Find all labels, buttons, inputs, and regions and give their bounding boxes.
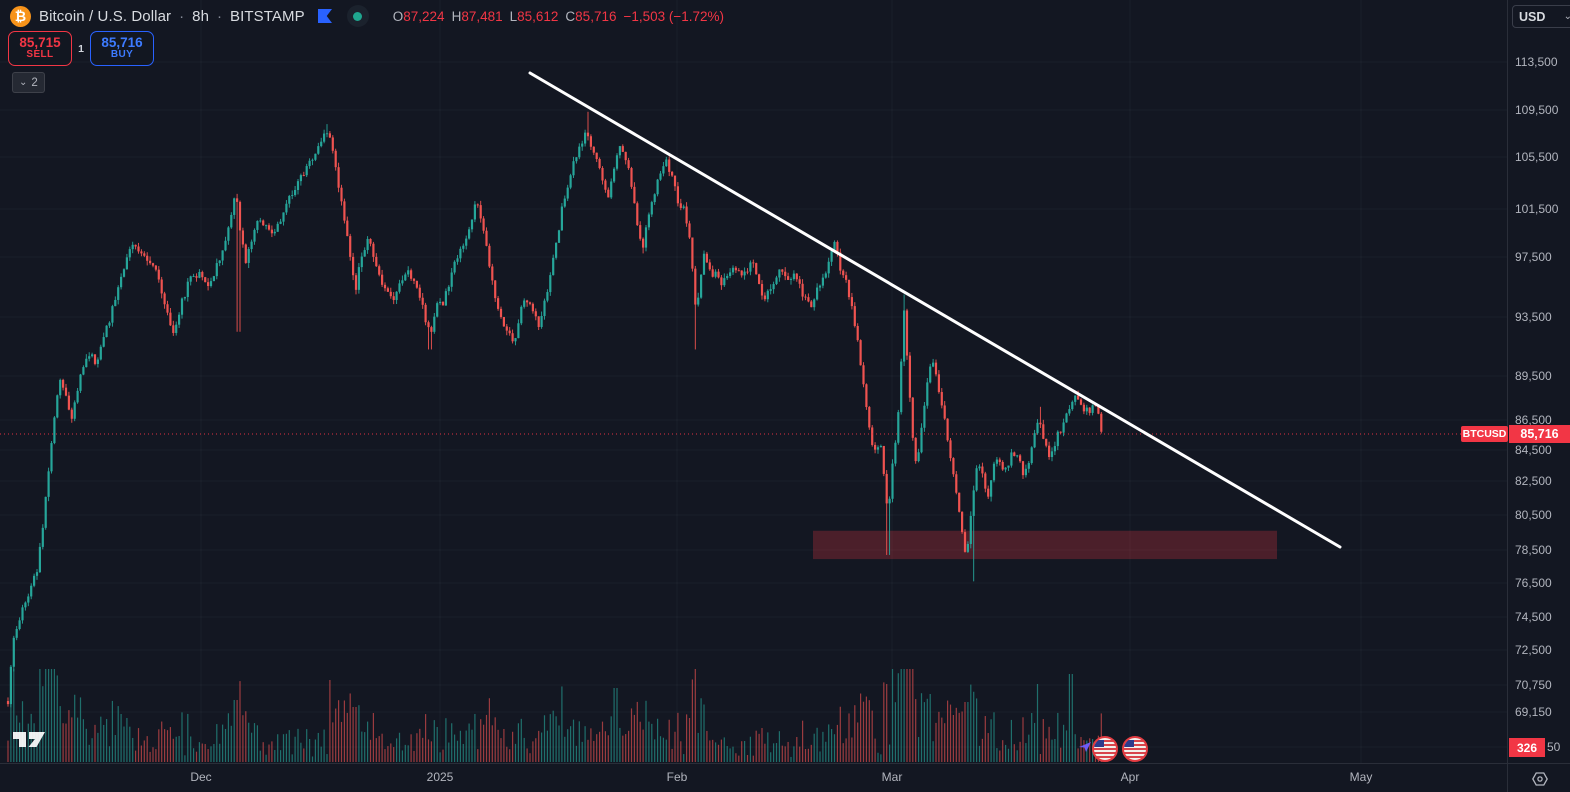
title-separator: · [217, 7, 223, 25]
market-status-icon[interactable] [346, 5, 369, 27]
price-tick-label: 80,500 [1515, 508, 1552, 522]
price-tick-label: 113,500 [1515, 55, 1558, 69]
time-axis-corner [1507, 764, 1570, 792]
time-tick-label: Mar [881, 770, 903, 784]
title-separator: · [179, 7, 185, 25]
candlestick-series [6, 111, 1103, 708]
time-tick-label: Apr [1120, 770, 1140, 784]
cursor-arrow-icon [1079, 742, 1091, 752]
currency-dropdown[interactable]: USD ⌄ [1512, 5, 1570, 28]
price-tick-label: 82,500 [1515, 474, 1552, 488]
volume-series [7, 669, 1102, 762]
symbol-price-tag: BTCUSD [1461, 426, 1508, 442]
high-value: 87,481 [461, 8, 503, 24]
price-tick-label: 105,500 [1515, 150, 1559, 164]
tradingview-logo[interactable] [12, 726, 48, 752]
object-count: 2 [31, 76, 38, 89]
spread-value: 1 [78, 42, 84, 55]
open-value: 87,224 [403, 8, 445, 24]
us-event-flag-icon[interactable] [1092, 736, 1118, 762]
last-price-label: 85,716 [1509, 425, 1570, 443]
price-tick-label: 101,500 [1515, 202, 1559, 216]
descending-trendline[interactable] [528, 71, 1342, 549]
us-event-flag-icon[interactable] [1122, 736, 1148, 762]
time-tick-label: 2025 [426, 770, 454, 784]
support-zone-rectangle[interactable] [813, 530, 1277, 560]
price-tick-label: 97,500 [1515, 250, 1552, 264]
price-tick-label: 109,500 [1515, 103, 1559, 117]
chart-canvas[interactable] [0, 0, 1507, 763]
buy-button[interactable]: 85,716 BUY [90, 31, 154, 66]
price-tick-label: 76,500 [1515, 576, 1552, 590]
price-tick-label: 89,500 [1515, 369, 1552, 383]
time-tick-label: Dec [190, 770, 212, 784]
chevron-down-icon: ⌄ [19, 76, 28, 88]
change-value: −1,503 (−1.72%) [623, 8, 725, 24]
price-tick-label: 78,500 [1515, 543, 1552, 557]
symbol-header: ₿ Bitcoin / U.S. Dollar · 8h · BITSTAMP … [10, 5, 724, 27]
flag-icon[interactable] [317, 8, 333, 24]
grid-lines [0, 0, 1507, 763]
price-tick-label: 86,500 [1515, 413, 1552, 427]
low-value: 85,612 [517, 8, 559, 24]
object-tree-chip[interactable]: ⌄ 2 [12, 72, 45, 93]
exchange-label: BITSTAMP [230, 7, 305, 25]
price-tick-label: 50 [1547, 740, 1561, 754]
ohlc-readout: O87,224 H87,481 L85,612 C85,716 −1,503 (… [392, 8, 725, 24]
time-tick-label: Feb [666, 770, 688, 784]
close-value: 85,716 [575, 8, 617, 24]
order-panel: 85,715 SELL 1 85,716 BUY [8, 31, 154, 66]
symbol-title[interactable]: Bitcoin / U.S. Dollar [39, 7, 172, 25]
price-tick-label: 72,500 [1515, 643, 1552, 657]
chart-settings-icon[interactable] [1530, 769, 1550, 789]
time-tick-label: May [1349, 770, 1373, 784]
chevron-down-icon: ⌄ [1563, 10, 1570, 22]
time-axis[interactable]: Dec 2025 Feb Mar Apr May [0, 763, 1570, 792]
sell-button[interactable]: 85,715 SELL [8, 31, 72, 66]
price-axis[interactable]: USD ⌄ 113,500 109,500 105,500 101,500 97,500… [1507, 0, 1570, 763]
bitcoin-icon: ₿ [10, 5, 31, 27]
price-tick-label: 69,150 [1515, 705, 1552, 719]
interval-label[interactable]: 8h [192, 7, 210, 25]
price-tick-label: 70,750 [1515, 678, 1552, 692]
price-tick-label: 74,500 [1515, 610, 1552, 624]
price-tick-label: 84,500 [1515, 443, 1552, 457]
price-tick-label: 93,500 [1515, 310, 1552, 324]
volume-value-label: 326 [1509, 738, 1545, 757]
